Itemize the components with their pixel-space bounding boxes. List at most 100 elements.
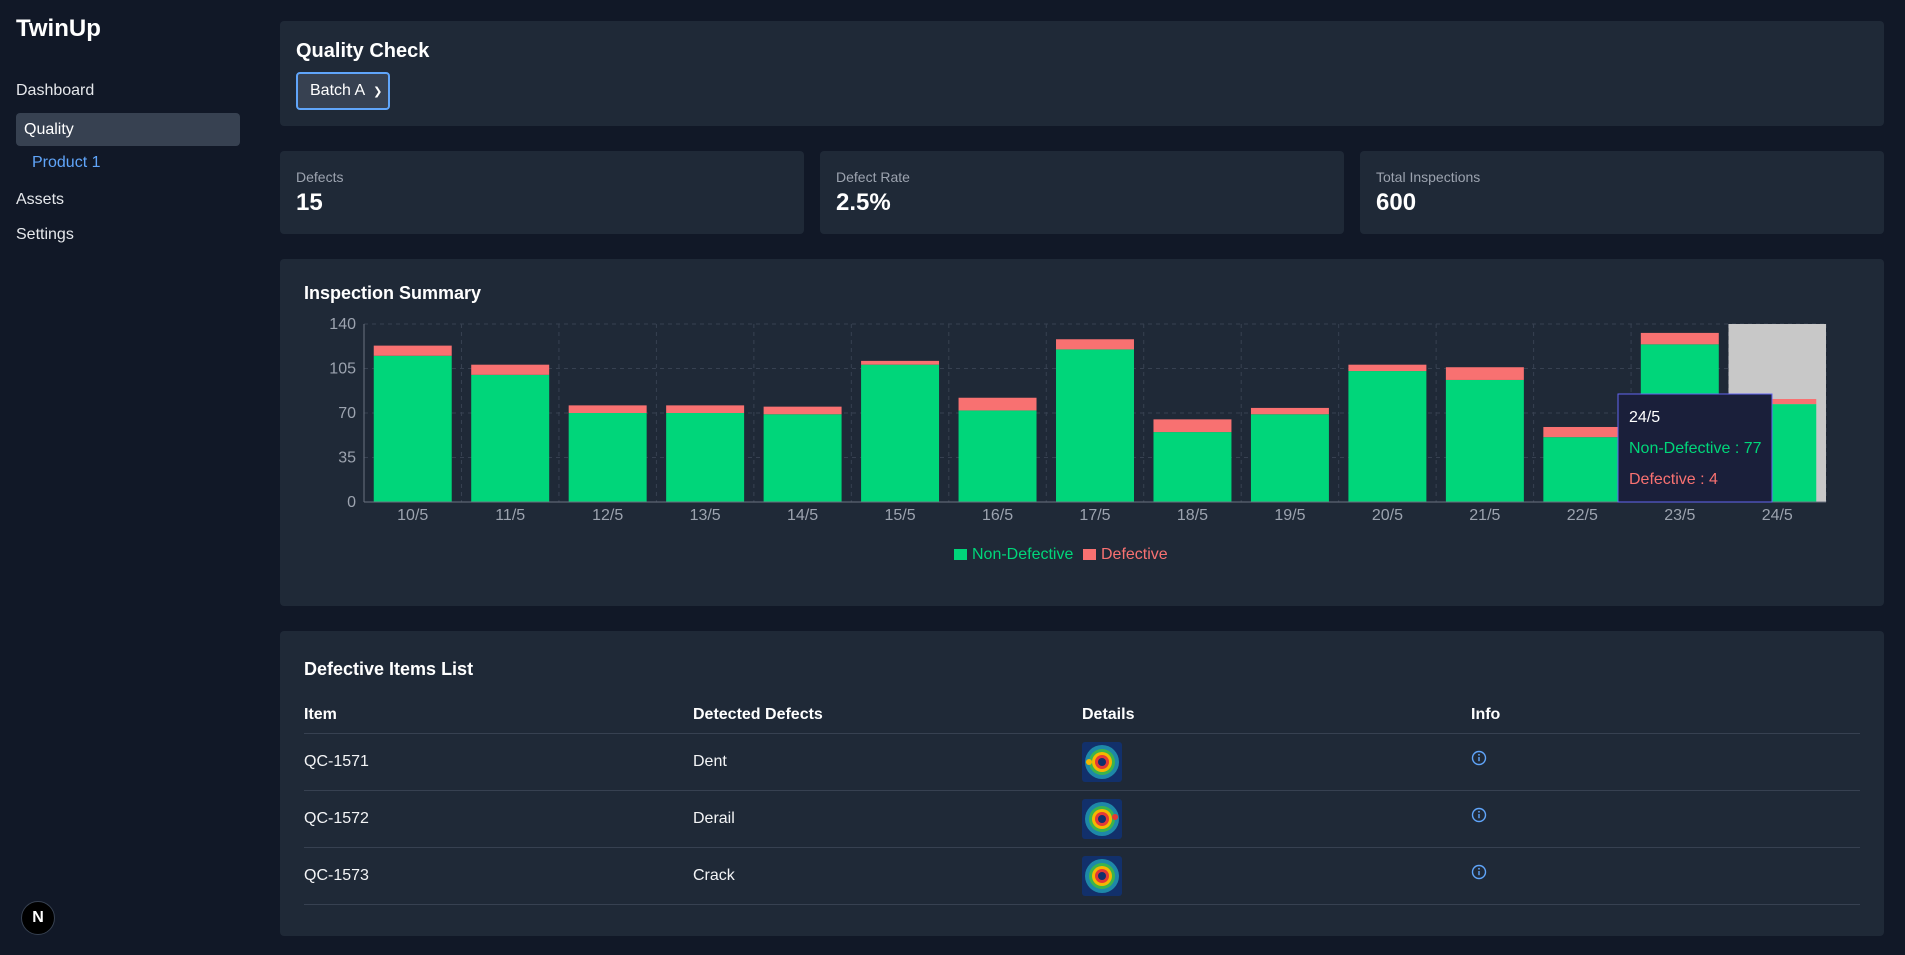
column-header-defects: Detected Defects — [693, 706, 823, 723]
column-header-item: Item — [304, 706, 337, 723]
sidebar-item-product-1[interactable]: Product 1 — [32, 154, 101, 171]
legend-swatch-non-defective — [954, 549, 967, 560]
table-header-row: Item Detected Defects Details Info — [304, 697, 1860, 734]
x-tick-label: 13/5 — [690, 507, 721, 524]
bar-defective — [568, 405, 647, 413]
table-row[interactable]: QC-1572 Derail — [304, 791, 1860, 848]
stat-card-defect-rate: Defect Rate 2.5% — [820, 151, 1344, 234]
chart-title: Inspection Summary — [304, 283, 482, 303]
tooltip-defective: Defective : 4 — [1629, 471, 1718, 488]
bar-defective — [1348, 364, 1427, 372]
main-content: Quality Check Batch A ❯ Defects 15 Defec… — [256, 0, 1905, 955]
item-id: QC-1571 — [304, 753, 369, 770]
stat-card-defects: Defects 15 — [280, 151, 804, 234]
info-icon[interactable] — [1471, 807, 1487, 823]
item-id: QC-1573 — [304, 867, 369, 884]
x-tick-label: 17/5 — [1079, 507, 1110, 524]
sidebar-item-quality[interactable]: Quality — [16, 113, 240, 146]
y-tick-label: 70 — [338, 405, 356, 422]
bar-non-defective — [1543, 437, 1622, 502]
bar-defective — [666, 405, 745, 413]
bar-defective — [1445, 367, 1524, 380]
sidebar-item-assets[interactable]: Assets — [16, 191, 65, 208]
page-title: Quality Check — [296, 40, 430, 62]
table-row[interactable]: QC-1573 Crack — [304, 848, 1860, 905]
bar-defective — [763, 406, 842, 415]
column-header-details: Details — [1082, 706, 1135, 723]
info-cell — [1471, 750, 1860, 771]
bar-defective — [1153, 419, 1232, 433]
column-header-info: Info — [1471, 706, 1501, 723]
framework-badge[interactable]: N — [21, 901, 55, 935]
bar-defective — [1250, 407, 1329, 415]
sidebar-item-dashboard[interactable]: Dashboard — [16, 82, 95, 99]
bar-defective — [958, 397, 1037, 411]
bar-non-defective — [763, 414, 842, 502]
brand-logo: TwinUp — [16, 15, 101, 42]
info-cell — [1471, 807, 1860, 828]
bar-defective — [1543, 426, 1622, 438]
stat-label: Defect Rate — [836, 169, 910, 185]
header-card: Quality Check Batch A ❯ — [280, 21, 1884, 126]
bar-non-defective — [1348, 371, 1427, 502]
batch-select-value: Batch A — [310, 82, 366, 99]
bar-non-defective — [1153, 432, 1232, 502]
sidebar-item-settings[interactable]: Settings — [16, 226, 74, 243]
bar-defective — [1738, 399, 1817, 405]
bar-defective — [861, 360, 940, 365]
details-cell — [1082, 799, 1471, 839]
x-tick-label: 11/5 — [495, 507, 525, 524]
defect-heatmap-thumbnail[interactable] — [1082, 799, 1122, 839]
detected-defect: Crack — [693, 867, 735, 884]
defective-items-card: Defective Items List Item Detected Defec… — [280, 631, 1884, 936]
x-tick-label: 24/5 — [1762, 507, 1793, 524]
table-row[interactable]: QC-1571 Dent — [304, 734, 1860, 791]
bar-non-defective — [958, 410, 1037, 502]
y-tick-label: 140 — [329, 316, 356, 333]
x-tick-label: 14/5 — [787, 507, 818, 524]
item-id: QC-1572 — [304, 810, 369, 827]
bar-non-defective — [1250, 414, 1329, 502]
details-cell — [1082, 856, 1471, 896]
stat-value: 600 — [1376, 189, 1417, 216]
x-tick-label: 15/5 — [884, 507, 915, 524]
defect-heatmap-thumbnail[interactable] — [1082, 742, 1122, 782]
x-tick-label: 19/5 — [1274, 507, 1305, 524]
tooltip-date: 24/5 — [1629, 409, 1660, 426]
legend-label-non-defective: Non-Defective — [972, 546, 1073, 563]
bar-non-defective — [1056, 349, 1134, 502]
defective-items-table: Item Detected Defects Details Info QC-15… — [304, 697, 1860, 905]
y-tick-label: 0 — [347, 494, 356, 511]
bar-non-defective — [666, 413, 745, 502]
stat-card-total-inspections: Total Inspections 600 — [1360, 151, 1884, 234]
defect-heatmap-thumbnail[interactable] — [1082, 856, 1122, 896]
inspection-summary-card: Inspection Summary 0 35 70 105 140 10/5 11/5 12… — [280, 259, 1884, 606]
batch-select[interactable]: Batch A ❯ — [296, 72, 391, 110]
info-icon[interactable] — [1471, 750, 1487, 766]
info-cell — [1471, 864, 1860, 885]
sidebar: TwinUp Dashboard Quality Product 1 Asset… — [0, 0, 256, 955]
chart-tooltip — [1617, 393, 1773, 503]
stat-value: 2.5% — [836, 189, 891, 216]
stats-row: Defects 15 Defect Rate 2.5% Total Inspec… — [280, 151, 1884, 234]
x-tick-label: 21/5 — [1469, 507, 1500, 524]
info-icon[interactable] — [1471, 864, 1487, 880]
bar-non-defective — [861, 364, 940, 502]
x-tick-label: 16/5 — [982, 507, 1013, 524]
y-tick-label: 35 — [338, 450, 356, 467]
bar-defective — [471, 364, 550, 375]
x-tick-label: 23/5 — [1664, 507, 1695, 524]
y-tick-label: 105 — [329, 361, 356, 378]
bar-non-defective — [373, 355, 452, 502]
table-title: Defective Items List — [304, 659, 474, 679]
tooltip-non-defective: Non-Defective : 77 — [1629, 440, 1762, 457]
legend-swatch-defective — [1083, 549, 1096, 560]
stat-value: 15 — [296, 189, 323, 216]
x-tick-label: 20/5 — [1372, 507, 1403, 524]
x-tick-label: 12/5 — [592, 507, 623, 524]
bar-non-defective — [568, 413, 647, 502]
detected-defect: Derail — [693, 810, 735, 827]
stat-label: Defects — [296, 169, 344, 185]
stat-label: Total Inspections — [1376, 169, 1481, 185]
